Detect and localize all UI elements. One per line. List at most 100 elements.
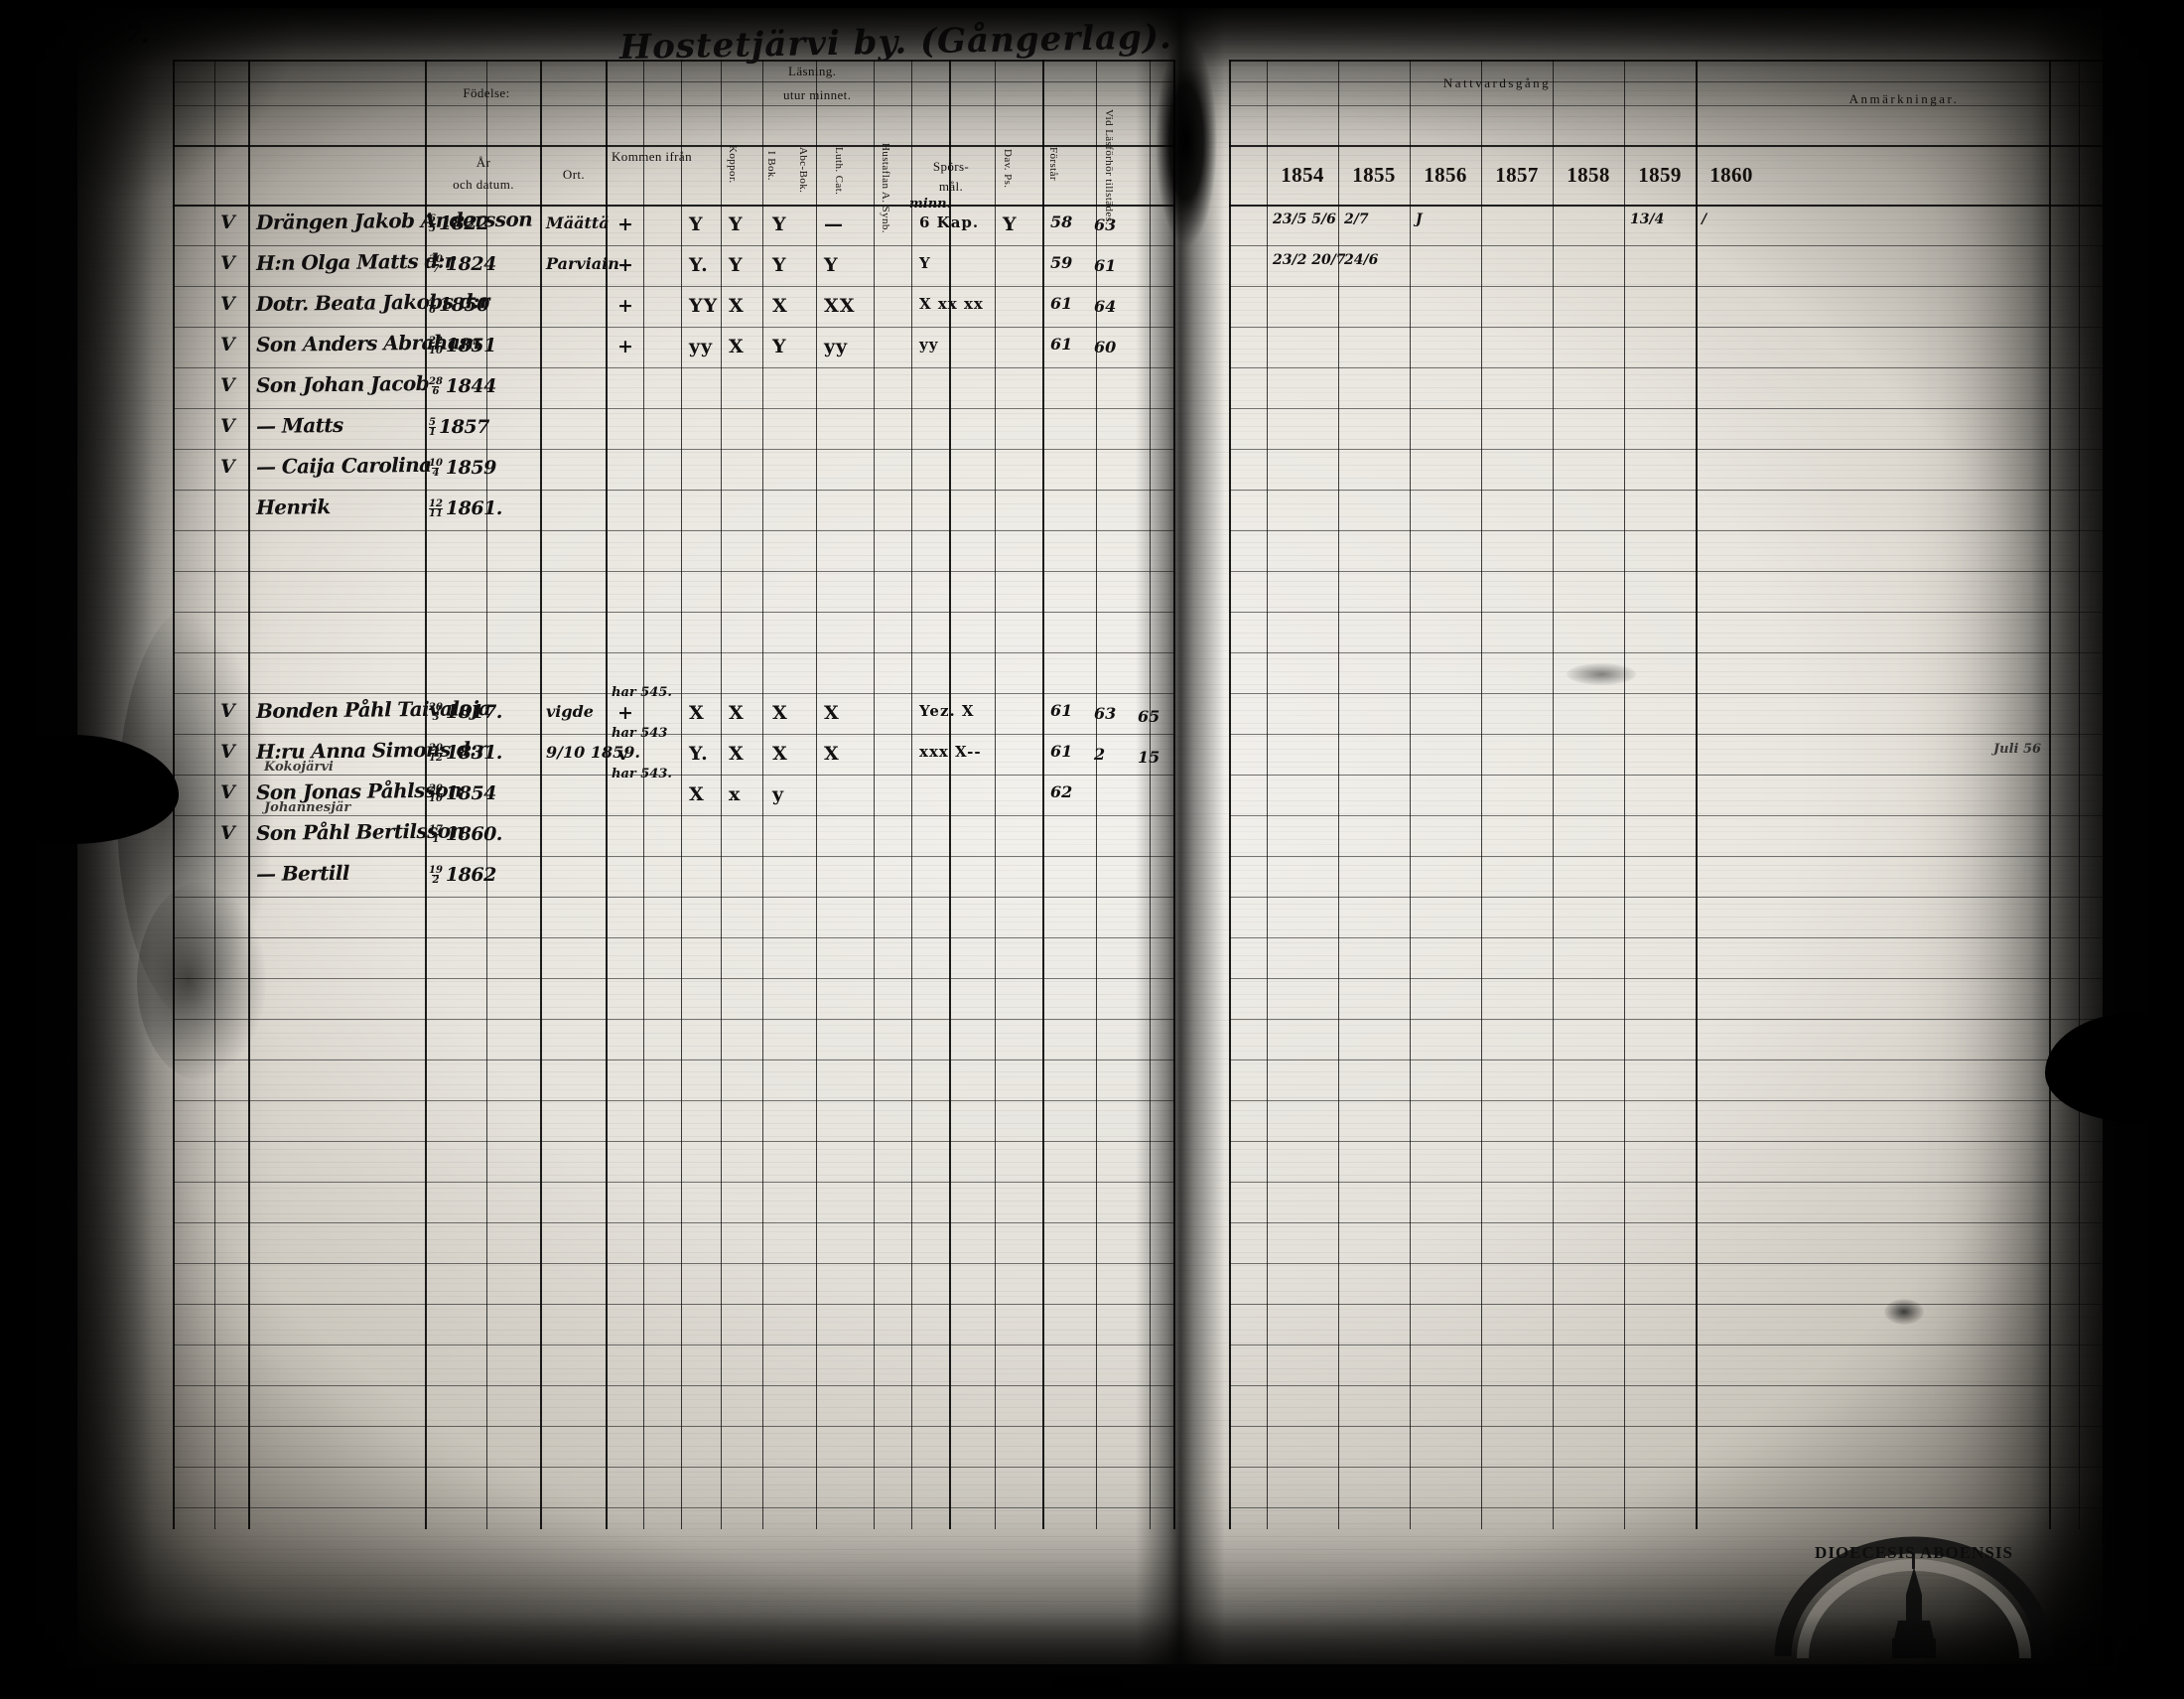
row-check-mark: V — [220, 741, 235, 763]
table-rule — [1229, 245, 2103, 246]
birth-date-fraction: 22 10 — [429, 335, 443, 356]
table-rule — [173, 1426, 1175, 1427]
birth-date: 19 2 1862 — [429, 864, 496, 886]
table-rule — [1229, 530, 2103, 531]
row-check-mark: V — [220, 781, 235, 803]
reading-skill-abc: X — [729, 702, 745, 724]
reading-skill-ibok: X — [689, 702, 705, 724]
origin-place: Parviain — [546, 254, 619, 273]
reading-skill-ibok: Y. — [689, 743, 709, 765]
header-ar-sub: och datum. — [453, 177, 514, 192]
header-ort: Ort. — [562, 167, 586, 182]
table-rule — [173, 449, 1175, 450]
table-rule — [1229, 367, 2103, 368]
communion-year-1857: 1857 — [1495, 163, 1539, 187]
table-rule — [1229, 449, 2103, 450]
attendance-value: 2 — [1094, 745, 1106, 764]
table-rule — [173, 408, 1175, 409]
table-rule — [173, 693, 1175, 694]
reading-skill-abc: X — [729, 336, 745, 357]
table-rule — [173, 205, 1175, 206]
table-rule — [1229, 612, 2103, 613]
table-rule — [173, 571, 1175, 572]
table-rule — [1229, 1222, 2103, 1223]
table-rule — [1229, 693, 2103, 694]
reading-note: har 545. — [612, 685, 672, 700]
origin-place: vigde — [546, 702, 594, 721]
smallpox-mark: + — [617, 336, 634, 357]
table-rule — [173, 815, 1175, 816]
table-rule — [173, 652, 1175, 653]
attendance-value: 61 — [1050, 701, 1073, 720]
communion-year-1856: 1856 — [1424, 163, 1467, 187]
row-check-mark: V — [220, 822, 235, 844]
table-rule — [173, 1222, 1175, 1223]
smallpox-mark: + — [617, 702, 634, 724]
birth-date: 28 6 1844 — [429, 375, 496, 397]
header-luth-cat: Luth. Cat. — [833, 147, 845, 196]
header-fodelse: Födelse: — [463, 85, 510, 100]
reading-skill-ibok: Y. — [689, 254, 709, 276]
reading-skill-sporsmal: yy — [919, 336, 939, 354]
table-rule — [1229, 652, 2103, 653]
table-rule — [173, 1304, 1175, 1305]
reading-note: har 543 — [612, 726, 668, 741]
attendance-value: 60 — [1094, 338, 1117, 356]
smallpox-mark: + — [617, 254, 634, 276]
birth-date: 6 5 1822 — [429, 212, 489, 234]
reading-note: har 543. — [612, 767, 672, 781]
reading-skill-sporsmal: 6 Kap. — [919, 213, 980, 231]
birth-date: 12 11 1861. — [429, 497, 502, 519]
archive-stamp-graphic — [1774, 1536, 2054, 1659]
reading-skill-luth: Y — [772, 254, 787, 276]
birth-date-fraction: 20 10 — [429, 782, 443, 804]
communion-entry-1854: 23/5 5/6 — [1273, 212, 1336, 227]
birth-date: 5 1 1857 — [429, 416, 489, 438]
birth-date-fraction: 28 6 — [429, 375, 443, 397]
communion-entry-1854: 23/2 20/7 — [1273, 252, 1346, 268]
communion-year-1854: 1854 — [1281, 163, 1324, 187]
table-rule — [173, 734, 1175, 735]
person-name: — Bertill — [255, 860, 349, 886]
table-rule — [173, 490, 1175, 491]
communion-entry-1860: / — [1702, 212, 1707, 227]
table-rule — [1229, 1467, 2103, 1468]
table-rule — [173, 856, 1175, 857]
person-name: Henrik — [255, 495, 331, 519]
person-name-annotation: Johannesjär — [264, 800, 351, 815]
page-holder-clamp — [1052, 1678, 1122, 1699]
row-check-mark: V — [220, 293, 235, 315]
smallpox-mark: v — [617, 743, 630, 765]
reading-skill-abc: Y — [729, 213, 744, 235]
header-kommen-ifran: Kommen ifrån — [612, 149, 692, 164]
reading-skill-sporsmal: Y — [919, 254, 931, 272]
header-ar: År — [476, 155, 491, 170]
birth-date-fraction: 20 3 — [429, 701, 443, 723]
table-rule — [173, 530, 1175, 531]
table-rule — [173, 1385, 1175, 1386]
table-rule — [1229, 327, 2103, 328]
header-sporsmal: Spörs- — [932, 159, 970, 174]
attendance-value: 65 — [1138, 707, 1160, 726]
reading-skill-luth: X — [772, 743, 788, 765]
birth-date: 10 4 1859 — [429, 457, 496, 479]
attendance-value: 61 — [1050, 742, 1073, 761]
right-page: Nattvardsgång Anmärkningar. 1854 1855 1856… — [1229, 60, 2105, 1529]
table-rule — [1229, 1426, 2103, 1427]
reading-skill-abc: x — [729, 783, 742, 805]
reading-skill-abc: X — [729, 743, 745, 765]
table-rule — [173, 286, 1175, 287]
table-rule — [1229, 734, 2103, 735]
birth-date-fraction: 12 11 — [429, 497, 443, 519]
table-rule — [1229, 815, 2103, 816]
table-rule — [1229, 205, 2103, 206]
table-rule — [1229, 1263, 2103, 1264]
row-check-mark: V — [220, 700, 235, 722]
reading-skill-ibok: YY — [689, 295, 719, 317]
table-rule — [173, 1507, 1175, 1508]
table-rule — [1229, 1060, 2103, 1061]
reading-skill-hustaflan: X — [824, 702, 840, 724]
header-hustaflan: Hustaflan A. Synb. — [880, 143, 891, 233]
